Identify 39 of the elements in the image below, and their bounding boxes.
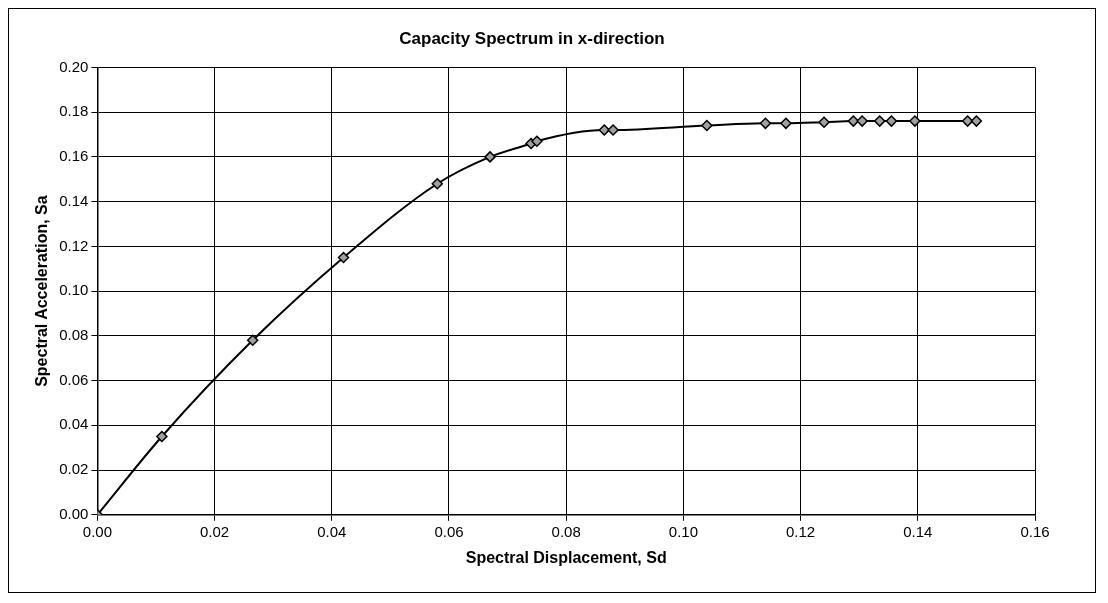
point (607, 124, 619, 136)
point (873, 115, 886, 127)
y-tick-label: 0.16 (59, 147, 89, 165)
y-tick-label: 0.02 (59, 460, 89, 478)
point (484, 151, 496, 163)
x-tick-label: 0.00 (82, 522, 112, 540)
point (885, 115, 898, 127)
point (156, 430, 168, 443)
point (246, 334, 259, 347)
x-axis-title: Spectral Displacement, Sd (465, 548, 667, 566)
point (909, 115, 921, 127)
y-tick-label: 0.00 (59, 504, 89, 522)
point (970, 115, 983, 127)
x-tick-label: 0.10 (668, 522, 698, 540)
x-tick-label: 0.06 (434, 522, 464, 540)
x-tick-label: 0.04 (317, 522, 347, 540)
point (701, 119, 713, 132)
chart-title: Capacity Spectrum in x-direction (399, 28, 665, 48)
point (431, 177, 444, 190)
x-tick-label: 0.12 (786, 522, 816, 540)
y-tick-label: 0.18 (59, 102, 89, 120)
y-tick-label: 0.20 (59, 57, 89, 75)
point (759, 117, 772, 130)
y-tick-label: 0.08 (59, 325, 89, 343)
y-tick-label: 0.10 (59, 281, 89, 299)
y-tick-label: 0.12 (59, 236, 89, 254)
y-tick-label: 0.14 (59, 191, 89, 209)
point (531, 135, 543, 147)
point (856, 115, 868, 127)
point (818, 116, 830, 128)
point (780, 117, 792, 130)
x-tick-label: 0.14 (903, 522, 933, 540)
y-axis-title: Spectral Acceleration, Sa (33, 195, 51, 387)
point (337, 251, 350, 264)
x-tick-label: 0.08 (551, 522, 581, 540)
x-tick-label: 0.02 (199, 522, 230, 540)
x-tick-label: 0.16 (1020, 522, 1050, 540)
y-tick-label: 0.04 (59, 415, 89, 433)
y-tick-label: 0.06 (59, 370, 89, 388)
